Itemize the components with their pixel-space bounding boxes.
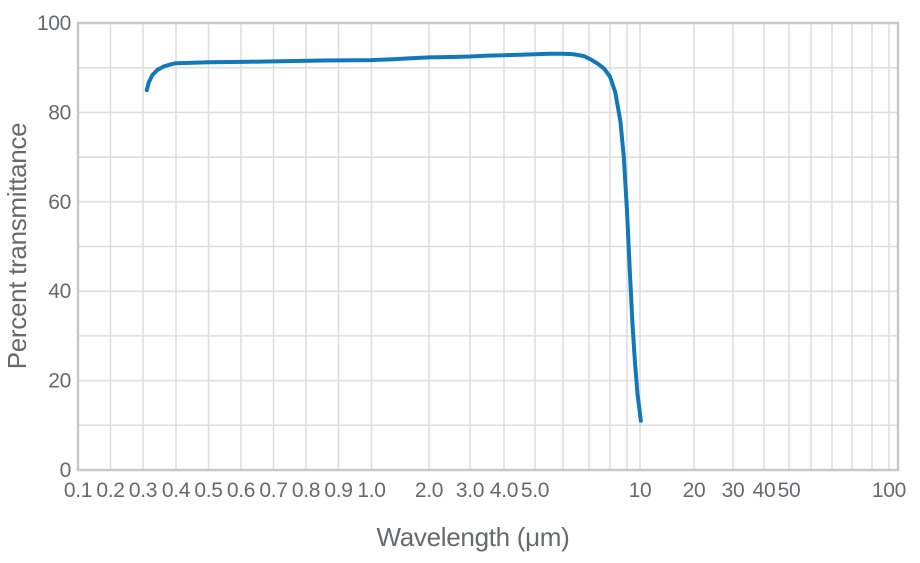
x-tick-label: 0.9 xyxy=(324,479,352,502)
y-tick-label: 80 xyxy=(48,101,71,124)
x-tick-label: 10 xyxy=(629,479,652,502)
transmittance-curve xyxy=(144,51,643,423)
x-tick-label: 1.0 xyxy=(357,479,385,502)
y-tick-label: 100 xyxy=(37,12,71,35)
x-tick-label: 0.1 xyxy=(64,479,92,502)
x-tick-label: 30 xyxy=(722,479,745,502)
x-axis-title: Wavelength (μm) xyxy=(376,522,569,552)
x-tick-label: 0.8 xyxy=(292,479,320,502)
x-tick-label: 0.6 xyxy=(227,479,255,502)
x-tick-label: 0.5 xyxy=(194,479,222,502)
plot-border xyxy=(76,21,900,472)
x-tick-label: 20 xyxy=(683,479,706,502)
x-tick-labels: 0.1 0.2 0.3 0.4 0.5 0.6 0.7 0.8 0.9 1.0 2.0 3.0 4.0 5… xyxy=(64,479,907,502)
x-tick-label: 50 xyxy=(778,479,801,502)
x-tick-label: 0.3 xyxy=(129,479,157,502)
x-tick-label: 0.2 xyxy=(96,479,124,502)
x-tick-label: 100 xyxy=(872,479,906,502)
x-tick-label: 2.0 xyxy=(415,479,443,502)
x-tick-label: 40 xyxy=(753,479,776,502)
y-axis-title: Percent transmittance xyxy=(2,123,32,370)
x-tick-label: 3.0 xyxy=(456,479,484,502)
y-tick-label: 0 xyxy=(60,459,71,482)
gridlines xyxy=(77,22,898,471)
y-tick-label: 20 xyxy=(48,370,71,393)
x-tick-label: 0.7 xyxy=(259,479,287,502)
y-tick-label: 40 xyxy=(48,280,71,303)
y-tick-labels: 0 20 40 60 80 100 xyxy=(37,12,71,482)
x-tick-label: 4.0 xyxy=(490,479,518,502)
x-tick-label: 0.4 xyxy=(162,479,191,502)
y-tick-label: 60 xyxy=(48,191,71,214)
x-tick-label: 5.0 xyxy=(521,479,549,502)
